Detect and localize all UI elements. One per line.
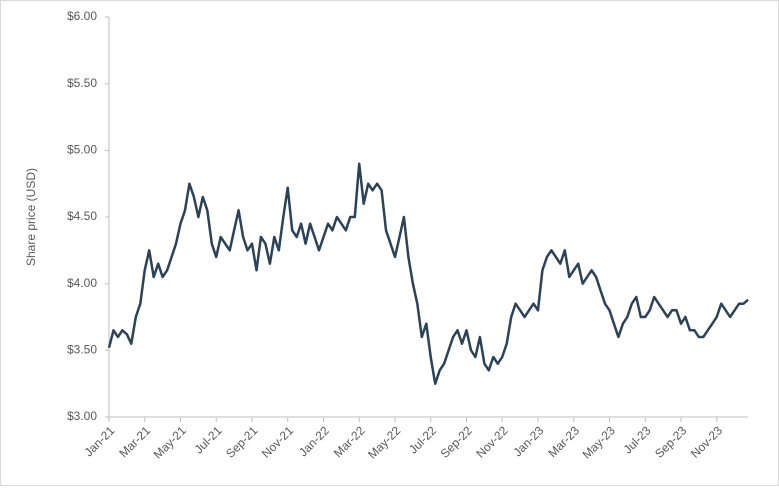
y-tick-label: $3.50	[67, 343, 97, 357]
y-tick-label: $5.00	[67, 143, 97, 157]
y-tick-label: $6.00	[67, 9, 97, 23]
y-axis-title: Share price (USD)	[24, 168, 38, 266]
y-tick-label: $4.50	[67, 209, 97, 223]
y-tick-label: $5.50	[67, 76, 97, 90]
price-line	[107, 162, 749, 385]
y-tick-label: $3.00	[67, 409, 97, 423]
y-tick-label: $4.00	[67, 276, 97, 290]
